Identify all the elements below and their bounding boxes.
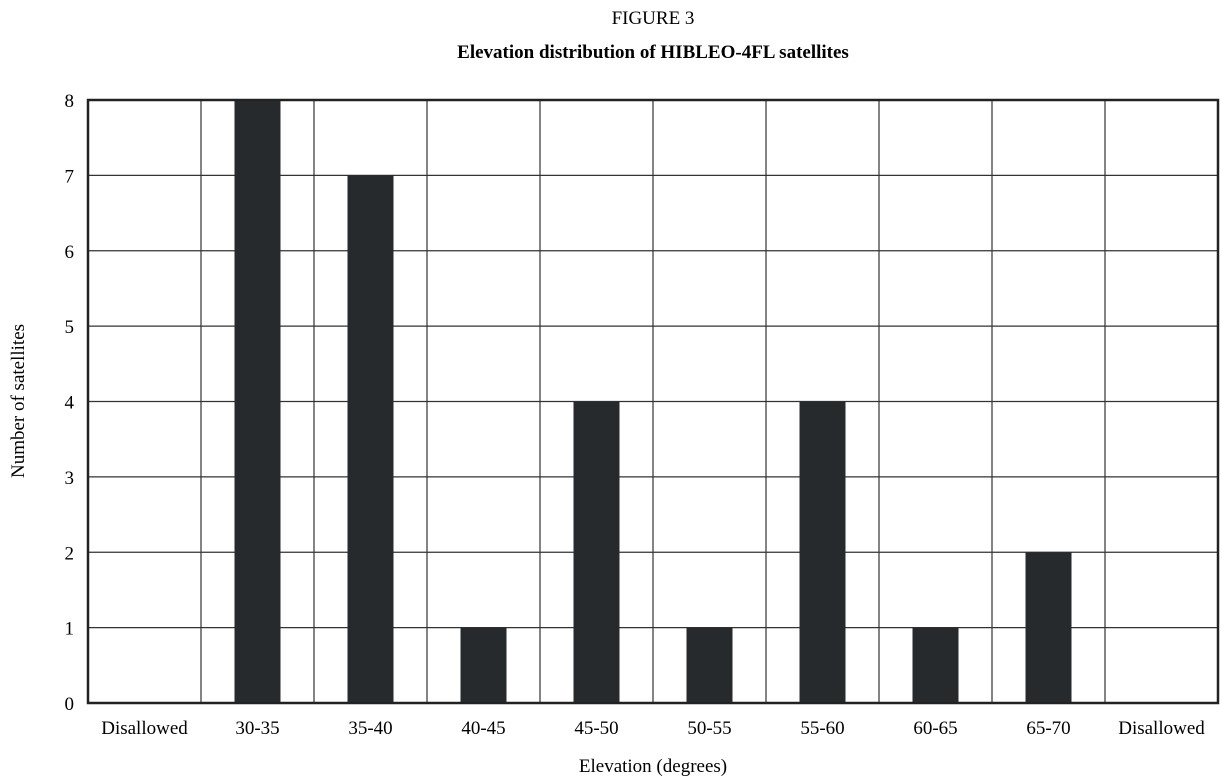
bars [234,100,1072,703]
bar [799,401,846,703]
bar [347,175,394,703]
bar [460,627,507,703]
y-tick-label: 4 [65,393,75,414]
x-tick-label: Disallowed [101,718,188,739]
bar [686,627,733,703]
x-tick-label: 65-70 [1026,718,1070,739]
y-tick-label: 0 [65,694,75,715]
chart-title: Elevation distribution of HIBLEO-4FL sat… [457,42,849,63]
bar [573,401,620,703]
x-tick-label: 30-35 [235,718,279,739]
x-tick-label: 50-55 [687,718,731,739]
y-tick-label: 2 [65,543,75,564]
y-tick-label: 7 [65,166,75,187]
x-tick-label: 40-45 [461,718,505,739]
bar [912,627,959,703]
y-tick-label: 5 [65,317,75,338]
x-tick-labels: Disallowed 30-35 35-40 40-45 45-50 50-55 55-60… [101,718,1205,739]
y-tick-label: 8 [65,91,75,112]
y-tick-label: 1 [65,619,75,640]
y-tick-labels: 0 1 2 3 4 5 6 7 8 [65,91,75,715]
y-tick-label: 3 [65,468,75,489]
x-tick-label: 60-65 [913,718,957,739]
x-tick-label: 35-40 [348,718,392,739]
figure-label: FIGURE 3 [612,8,695,29]
x-axis-label: Elevation (degrees) [579,756,727,777]
bar [234,100,281,703]
plot-frame [86,98,1220,705]
y-axis-label: Number of satellites [8,324,29,478]
x-tick-label: 45-50 [574,718,618,739]
bar [1025,552,1072,703]
x-tick-label: 55-60 [800,718,844,739]
y-tick-label: 6 [65,242,75,263]
x-tick-label: Disallowed [1118,718,1205,739]
